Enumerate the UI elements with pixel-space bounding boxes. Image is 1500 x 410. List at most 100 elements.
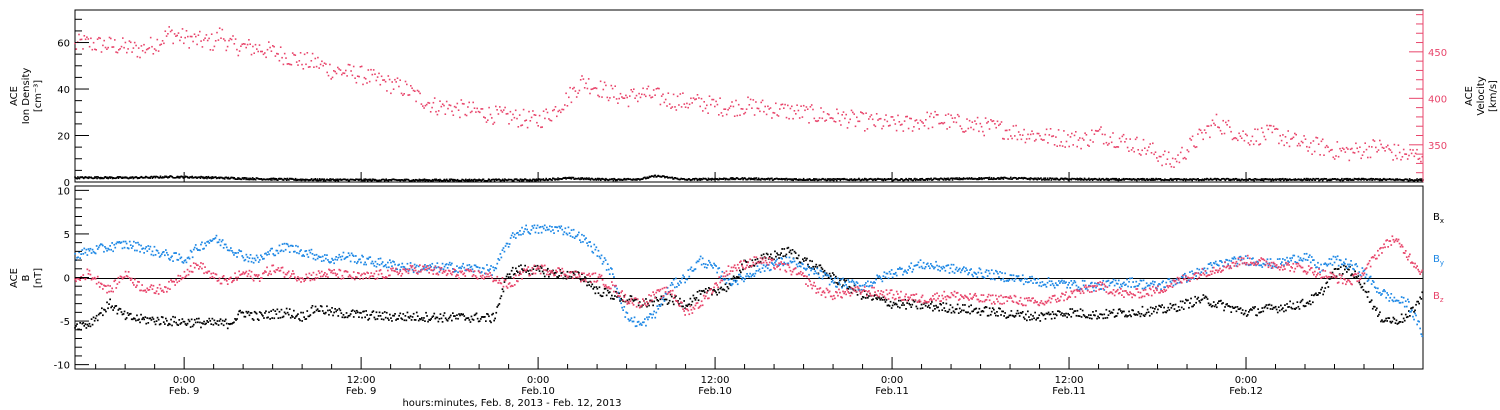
ion-density-point: [246, 177, 248, 179]
ion-density-point: [534, 178, 536, 181]
bx-point: [1142, 314, 1145, 317]
ion-density-point: [330, 179, 332, 182]
ion-density-point: [766, 178, 769, 181]
bx-point: [835, 275, 837, 278]
velocity-point: [306, 52, 309, 54]
bx-point: [310, 306, 313, 309]
ion-density-point: [209, 176, 212, 179]
by-point: [533, 224, 536, 227]
bx-point: [247, 310, 250, 313]
by-point: [176, 258, 179, 261]
ion-density-point: [901, 178, 904, 181]
bx-point: [1147, 311, 1150, 313]
bx-point: [1033, 317, 1035, 320]
by-point: [379, 257, 382, 260]
ion-density-point: [1341, 177, 1343, 180]
velocity-point: [607, 99, 610, 102]
velocity-point: [749, 98, 752, 101]
bx-point: [1017, 312, 1020, 315]
velocity-point: [1371, 146, 1373, 148]
velocity-point: [250, 53, 253, 56]
by-point: [141, 248, 143, 250]
bx-point: [336, 309, 339, 311]
by-point: [390, 261, 392, 264]
velocity-point: [1032, 133, 1035, 135]
ion-density-point: [1367, 178, 1370, 181]
by-point: [349, 260, 352, 263]
bx-point: [645, 298, 647, 300]
bx-point: [292, 316, 294, 318]
by-point: [119, 242, 122, 244]
bx-point: [523, 269, 525, 272]
bx-point: [274, 310, 277, 312]
velocity-point: [224, 39, 226, 42]
velocity-point: [757, 107, 760, 110]
velocity-point: [177, 32, 180, 34]
bx-point: [1388, 317, 1391, 319]
velocity-point: [585, 82, 587, 85]
by-point: [743, 280, 745, 283]
velocity-point: [599, 80, 602, 83]
bx-point: [549, 273, 551, 276]
ion-density-point: [810, 179, 812, 181]
bx-point: [471, 318, 474, 321]
ion-density-point: [1091, 179, 1094, 181]
ion-density-point: [322, 178, 324, 181]
ion-density-point: [1140, 178, 1143, 180]
bx-point: [296, 314, 298, 317]
by-point: [457, 271, 459, 274]
bx-point: [414, 319, 417, 321]
velocity-point: [560, 111, 562, 114]
bx-point: [1392, 316, 1395, 319]
by-point: [484, 272, 486, 275]
bx-point: [693, 297, 696, 300]
by-point: [554, 226, 556, 228]
by-point: [186, 257, 189, 259]
velocity-point: [181, 28, 184, 30]
bx-point: [1304, 305, 1307, 307]
by-point: [251, 257, 254, 260]
bx-point: [908, 302, 910, 305]
by-point: [84, 251, 87, 254]
velocity-point: [1353, 152, 1356, 154]
bx-point: [734, 279, 737, 282]
bx-point: [411, 316, 414, 318]
velocity-point: [411, 87, 413, 89]
ion-density-point: [383, 178, 385, 181]
bx-point: [1373, 305, 1376, 308]
bx-point: [155, 320, 158, 322]
ion-density-point: [488, 178, 491, 181]
ion-density-point: [580, 177, 582, 179]
ion-density-point: [244, 177, 247, 179]
by-point: [525, 224, 527, 227]
bx-point: [1114, 315, 1117, 317]
bx-point: [1136, 314, 1139, 316]
bx-point: [1351, 273, 1353, 275]
velocity-point: [1275, 127, 1278, 130]
velocity-point: [293, 53, 295, 56]
ion-density-point: [275, 178, 278, 180]
velocity-point: [123, 46, 125, 49]
velocity-point: [1033, 140, 1036, 142]
bx-point: [468, 319, 471, 321]
velocity-point: [529, 120, 532, 122]
by-point: [178, 253, 181, 256]
top-right-axis-label-line2: Velocity: [1476, 76, 1487, 115]
bx-point: [223, 320, 226, 322]
bx-point: [724, 283, 727, 286]
velocity-point: [955, 121, 958, 124]
velocity-point: [680, 106, 683, 108]
bx-point: [134, 317, 136, 320]
velocity-point: [917, 122, 919, 124]
bx-point: [731, 277, 734, 280]
by-point: [196, 247, 198, 250]
by-point: [576, 233, 579, 236]
ion-density-point: [1378, 178, 1380, 181]
velocity-point: [537, 125, 539, 127]
velocity-point: [1401, 156, 1404, 158]
by-point: [106, 249, 108, 252]
velocity-point: [314, 57, 317, 60]
velocity-point: [392, 88, 395, 90]
bx-point: [1411, 307, 1413, 309]
bx-point: [1316, 294, 1318, 296]
